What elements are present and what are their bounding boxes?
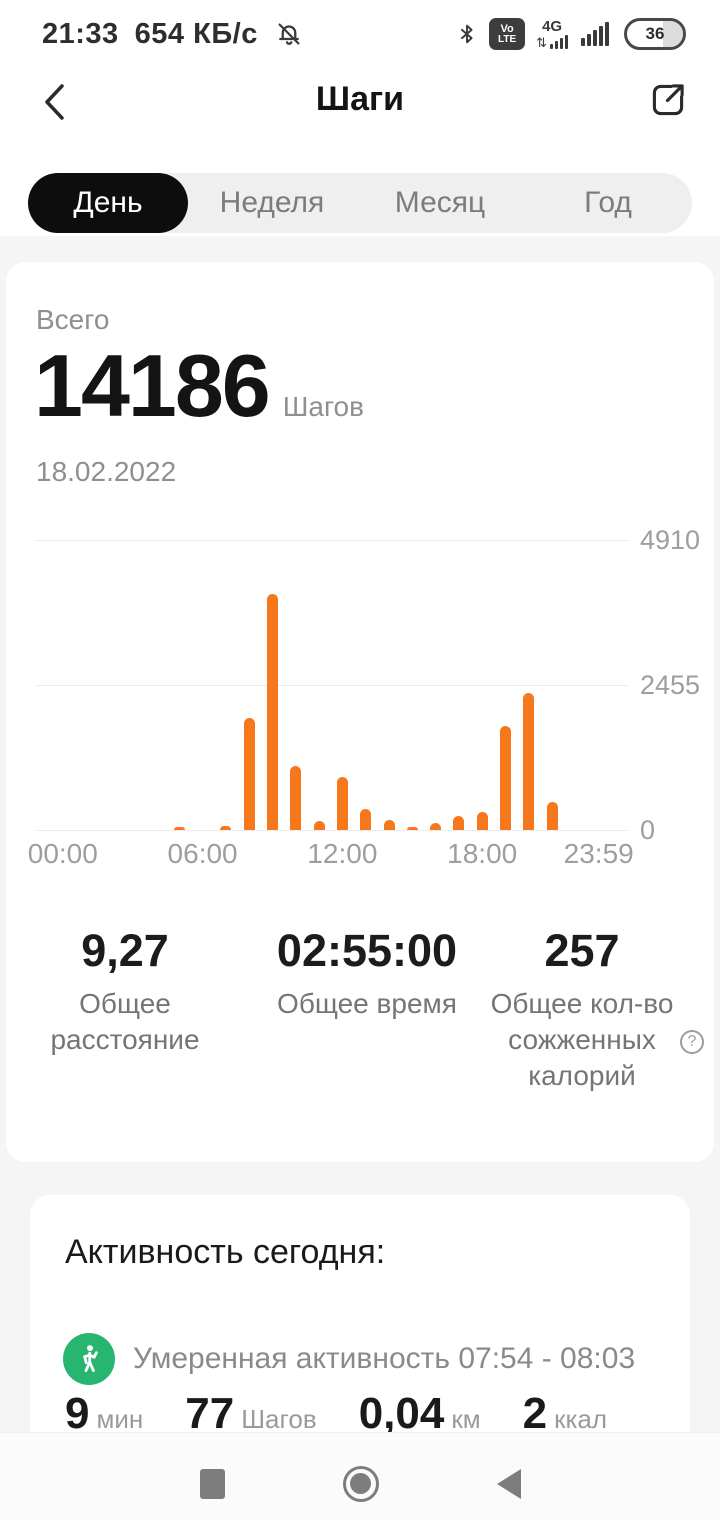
stat-calories: 257 Общее кол-во сожженных калорий [474, 924, 690, 1094]
chart-x-tick-label: 06:00 [167, 838, 238, 869]
chart-y-tick-label: 4910 [640, 525, 701, 555]
total-steps-value: 14186 [34, 336, 271, 435]
chart-bar-hour-8[interactable] [243, 718, 255, 830]
data-arrows-icon: ⇅ [536, 35, 547, 50]
chart-y-tick-label: 0 [640, 815, 656, 845]
share-icon [652, 84, 684, 116]
header: Шаги [0, 62, 720, 142]
chart-x-tick-label: 23:59 [563, 838, 634, 869]
chart-bar-hour-21[interactable] [546, 802, 558, 830]
metric-minutes: 9 мин [65, 1389, 144, 1438]
walking-person-icon [63, 1333, 115, 1385]
chart-bar-hour-17[interactable] [453, 816, 465, 830]
battery-icon: 36 [624, 18, 686, 50]
metric-steps: 77 Шагов [185, 1389, 317, 1438]
nav-back-button[interactable] [496, 1468, 521, 1499]
chart-bar-hour-13[interactable] [360, 809, 372, 830]
calories-help-icon[interactable]: ? [680, 1030, 704, 1054]
chart-x-tick-label: 12:00 [307, 838, 378, 869]
metric-calories: 2 ккал [522, 1389, 608, 1438]
total-label: Всего [36, 304, 110, 335]
bluetooth-icon [456, 19, 478, 49]
activity-description: Умеренная активность 07:54 - 08:03 [133, 1342, 636, 1375]
share-button[interactable] [644, 76, 692, 124]
chart-bar-hour-11[interactable] [313, 821, 325, 830]
tab-month[interactable]: Месяц [394, 186, 486, 219]
chevron-left-icon [45, 84, 64, 120]
calories-label: Общее кол-во сожженных калорий [490, 988, 674, 1091]
battery-percent: 36 [645, 24, 665, 43]
steps-summary-card: Всего 14186 Шагов 18.02.2022 4910 2455 0 00… [6, 262, 714, 1162]
distance-value: 9,27 [81, 925, 169, 976]
activity-title: Активность сегодня: [65, 1233, 386, 1271]
volte-icon: Vo LTE [489, 18, 526, 50]
chart-x-tick-label: 00:00 [27, 838, 98, 869]
chart-bar-hour-10[interactable] [290, 766, 302, 830]
nav-home-button[interactable] [342, 1465, 379, 1502]
chart-bar-hour-19[interactable] [500, 726, 511, 830]
activity-entry[interactable]: Умеренная активность 07:54 - 08:03 [63, 1333, 635, 1385]
cellular-signal-icon: 4G ⇅ [536, 19, 568, 49]
mute-bell-icon [274, 19, 304, 49]
time-value: 02:55:00 [276, 925, 458, 976]
chart-gridline [35, 685, 628, 686]
chart-bar-hour-9[interactable] [267, 594, 278, 830]
chart-bar-hour-20[interactable] [523, 693, 535, 830]
calories-value: 257 [544, 925, 620, 976]
chart-bar-hour-5[interactable] [173, 827, 185, 830]
android-nav-bar [0, 1432, 720, 1520]
tab-year[interactable]: Год [584, 186, 632, 219]
network-speed: 654 КБ/с [134, 17, 258, 50]
time-label: Общее время [277, 988, 457, 1019]
period-tab-bar: День Неделя Месяц Год [28, 173, 692, 233]
tab-day[interactable]: День [28, 173, 188, 233]
chart-bar-hour-18[interactable] [476, 812, 488, 830]
battery-fill [662, 21, 683, 47]
chart-bar-hour-7[interactable] [220, 826, 232, 830]
chart-bar-hour-14[interactable] [383, 820, 395, 830]
chart-gridline [35, 830, 628, 831]
stat-distance: 9,27 Общее расстояние [14, 924, 236, 1058]
status-bar: 21:33 654 КБ/с Vo LTE 4G ⇅ [0, 0, 720, 62]
nav-recents-button[interactable] [199, 1468, 225, 1499]
steps-unit-label: Шагов [282, 391, 364, 422]
chart-bar-hour-16[interactable] [430, 823, 442, 830]
chart-bar-hour-15[interactable] [406, 827, 418, 830]
back-button[interactable] [40, 80, 80, 124]
tab-week[interactable]: Неделя [219, 186, 325, 219]
metric-distance: 0,04 км [358, 1389, 481, 1438]
distance-label: Общее расстояние [50, 988, 200, 1055]
steps-bar-chart[interactable]: 4910 2455 0 00:00 06:00 12:00 18:00 23:59 [6, 262, 714, 1162]
signal-bars-icon [581, 22, 609, 46]
stat-time: 02:55:00 Общее время [242, 924, 492, 1022]
page-title: Шаги [315, 80, 405, 118]
activity-metrics: 9 мин 77 Шагов 0,04 км 2 ккал [65, 1389, 649, 1439]
chart-gridline [35, 540, 628, 541]
date-label: 18.02.2022 [36, 456, 177, 487]
chart-x-tick-label: 18:00 [447, 838, 518, 869]
status-time: 21:33 [42, 17, 119, 50]
chart-bar-hour-12[interactable] [336, 777, 348, 830]
chart-y-tick-label: 2455 [640, 670, 701, 700]
signal-bars-small-icon [550, 35, 568, 49]
